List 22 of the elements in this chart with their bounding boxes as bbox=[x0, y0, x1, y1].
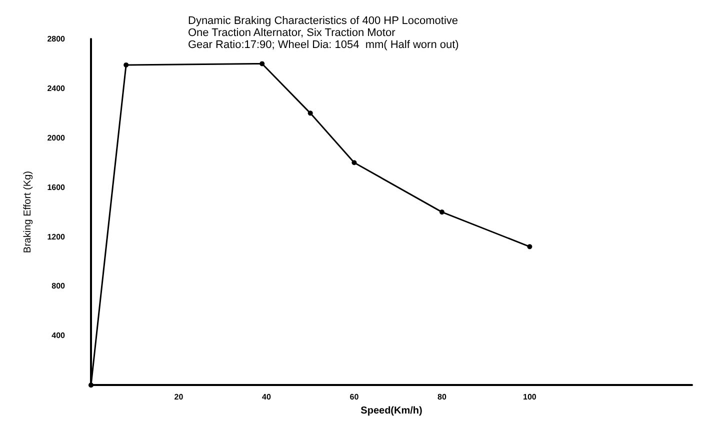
chart-title: Dynamic Braking Characteristics of 400 HP Locomotive One Traction Alternator, Six Traction Motor Gear Ratio:17:90; Wheel Dia: 1054 mm( Half worn out) bbox=[188, 15, 459, 51]
x-axis-title: Speed(Km/h) bbox=[360, 406, 422, 416]
point bbox=[124, 62, 129, 68]
point bbox=[352, 160, 357, 166]
x-tick-label: 100 bbox=[523, 392, 537, 402]
point bbox=[88, 382, 94, 388]
x-tick-label: 40 bbox=[262, 392, 272, 402]
y-tick-label: 1200 bbox=[47, 232, 66, 242]
y-tick-label: 400 bbox=[52, 331, 66, 340]
x-tick-label: 60 bbox=[350, 392, 360, 402]
y-tick-label: 2800 bbox=[47, 34, 66, 44]
x-tick-label: 80 bbox=[437, 392, 447, 402]
y-tick-label: 2400 bbox=[47, 84, 66, 93]
y-tick-label: 2000 bbox=[47, 133, 66, 142]
x-tick-label: 20 bbox=[174, 392, 184, 402]
y-axis-title: Braking Effort (Kg) bbox=[22, 171, 34, 254]
point bbox=[260, 61, 265, 66]
y-tick-label: 1600 bbox=[47, 182, 66, 192]
point bbox=[439, 210, 444, 215]
point bbox=[527, 244, 532, 250]
y-tick-label: 800 bbox=[52, 282, 66, 291]
point bbox=[308, 110, 313, 116]
